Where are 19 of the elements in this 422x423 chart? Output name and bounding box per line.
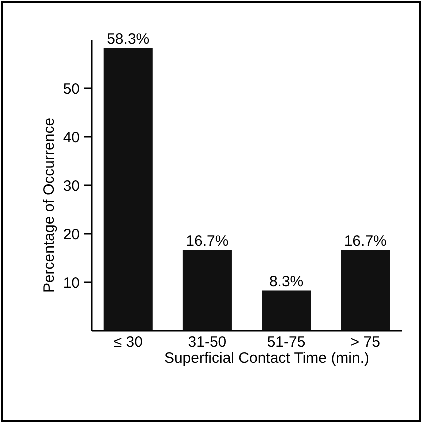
bar: [341, 250, 390, 331]
bar: [262, 290, 312, 331]
data-label: 16.7%: [186, 233, 229, 250]
y-tick-label: 20: [63, 226, 80, 244]
data-label: 58.3%: [107, 31, 150, 48]
x-tick-label: > 75: [350, 334, 380, 351]
bar: [182, 250, 232, 331]
data-label: 16.7%: [344, 233, 387, 250]
y-tick-label: 10: [63, 274, 80, 292]
x-axis-title: Superficial Contact Time (min.): [164, 350, 370, 367]
y-tick-label: 50: [63, 80, 80, 98]
y-tick-label: 40: [63, 129, 80, 146]
x-tick-label: 31-50: [188, 334, 227, 351]
data-label: 8.3%: [269, 274, 304, 291]
y-tick-label: 30: [63, 178, 80, 195]
x-tick-label: 51-75: [267, 334, 306, 351]
y-axis-title: Percentage of Occurrence: [41, 118, 58, 294]
bar: [104, 48, 153, 331]
x-tick-label: ≤ 30: [114, 334, 143, 351]
